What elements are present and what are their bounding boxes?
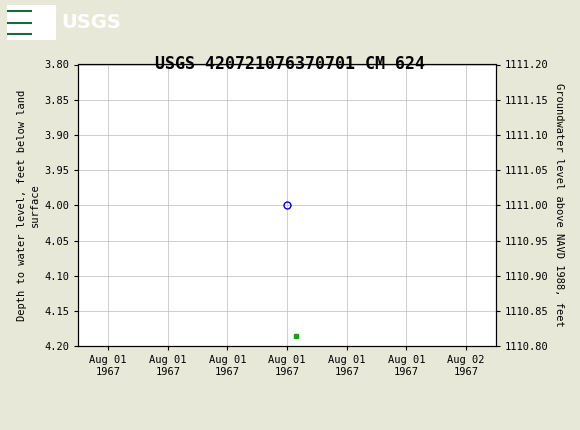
FancyBboxPatch shape	[7, 6, 56, 40]
Y-axis label: Depth to water level, feet below land
surface: Depth to water level, feet below land su…	[17, 90, 40, 321]
Text: USGS: USGS	[61, 13, 121, 32]
Y-axis label: Groundwater level above NAVD 1988, feet: Groundwater level above NAVD 1988, feet	[554, 83, 564, 327]
Text: USGS 420721076370701 CM 624: USGS 420721076370701 CM 624	[155, 55, 425, 73]
